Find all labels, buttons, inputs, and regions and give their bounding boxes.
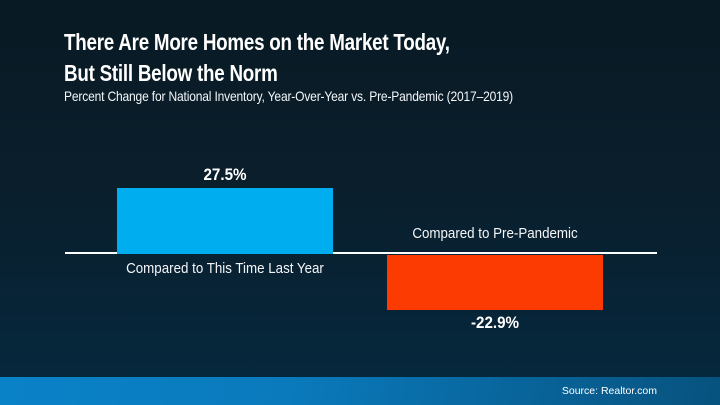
bar-category-label-pre-pandemic: Compared to Pre-Pandemic bbox=[412, 226, 578, 242]
bar-category-label-last-year: Compared to This Time Last Year bbox=[126, 261, 324, 277]
bar-pre-pandemic bbox=[387, 255, 603, 310]
bar-last-year bbox=[117, 188, 333, 254]
bar-value-label-last-year: 27.5% bbox=[203, 166, 247, 184]
source-attribution: Source: Realtor.com bbox=[561, 385, 657, 397]
bar-value-label-pre-pandemic: -22.9% bbox=[470, 314, 520, 332]
page-title: There Are More Homes on the Market Today… bbox=[64, 27, 450, 89]
chart-subtitle: Percent Change for National Inventory, Y… bbox=[64, 88, 514, 104]
zero-axis-line bbox=[65, 252, 657, 254]
footer-bar: Source: Realtor.com bbox=[0, 377, 720, 405]
title-line-1: There Are More Homes on the Market Today… bbox=[64, 29, 450, 55]
title-line-2: But Still Below the Norm bbox=[64, 60, 278, 86]
